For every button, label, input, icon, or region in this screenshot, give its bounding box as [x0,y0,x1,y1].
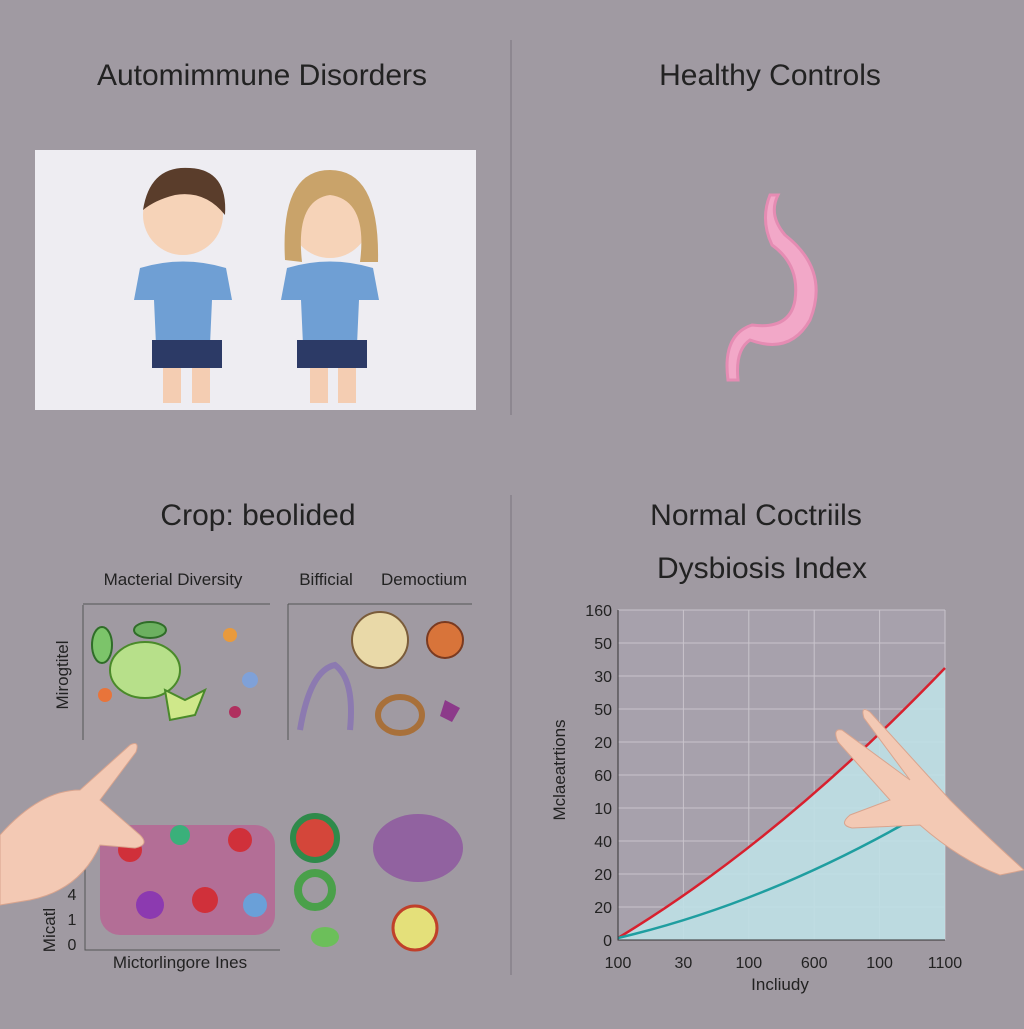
tick-label: 1 [68,912,77,929]
y-tick-label: 0 [603,933,612,950]
line [617,667,946,940]
y-tick-label: 40 [594,834,612,851]
y-tick-label: 10 [594,801,612,818]
illustration-frame [35,150,476,410]
label: Bifficial [299,570,353,589]
child-illustration [134,167,232,403]
area [618,668,945,940]
panel-title: Healthy Controls [659,59,881,92]
y-tick-label: 30 [594,669,612,686]
x-tick-label: 1100 [928,955,963,972]
axis [617,610,945,941]
x-tick-label: 100 [605,955,632,972]
x-tick-label: 100 [735,955,762,972]
y-tick-label: 20 [594,867,612,884]
hand-illustration [0,709,1024,906]
chart-subtitle: Dysbiosis Index [657,552,867,585]
tick-label: 4 [68,887,77,904]
x-tick-label: 600 [801,955,828,972]
y-tick-label: 20 [594,900,612,917]
y-tick-label: 60 [594,768,612,785]
axis-label: Incliudy [751,975,809,994]
child-illustration [281,170,379,403]
label: Democtium [381,570,467,589]
axis-label: Micatl [40,908,59,952]
y-tick-label: 50 [594,702,612,719]
axis-label: Mirogtitel [53,641,72,710]
panel-title: Normal Coctriils [650,499,862,532]
y-tick-label: 20 [594,735,612,752]
x-tick-label: 100 [866,955,893,972]
stomach-illustration [725,193,818,382]
panel-title: Crop: beolided [160,499,355,532]
axis-label: Mictorlingore Ines [113,953,247,972]
axis-frame [82,603,472,951]
tick-label: 0 [68,937,77,954]
microbe-cluster [91,611,464,736]
x-tick-label: 30 [675,955,693,972]
label: Macterial Diversity [104,570,243,589]
y-tick-label: 50 [594,636,612,653]
axis-label: Mclaeatrtions [550,719,569,820]
y-tick-label: 160 [585,603,612,620]
panel-title: Automimmune Disorders [97,59,427,92]
